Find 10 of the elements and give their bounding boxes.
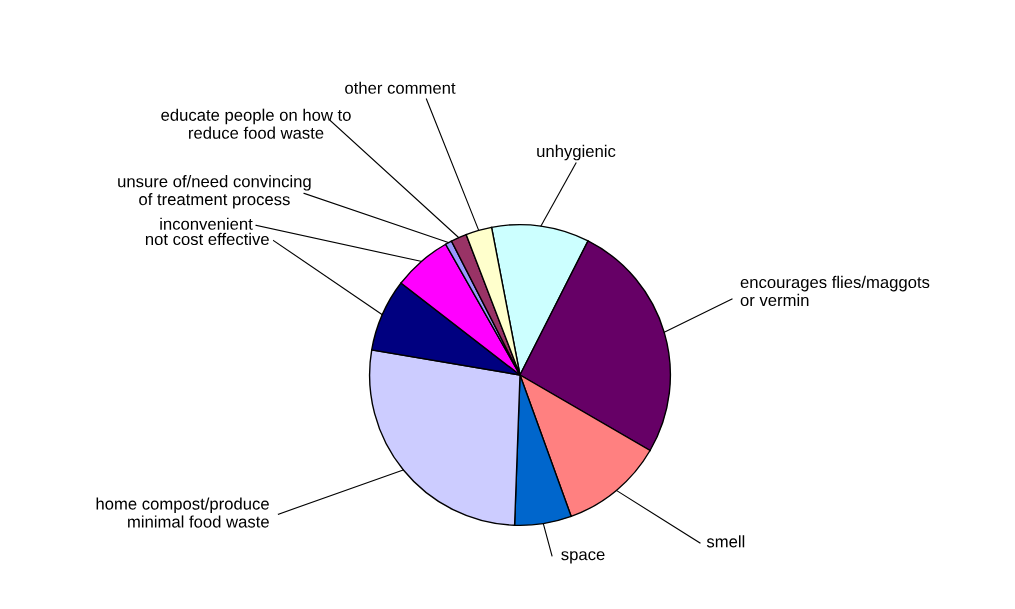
slice-label: other comment (345, 81, 456, 94)
slice-label: inconvenient (160, 217, 253, 230)
slice-label: home compost/produce minimal food waste (96, 497, 269, 528)
slice-label: unsure of/need convincing of treatment process (118, 175, 311, 209)
slice-label: unhygienic (537, 144, 616, 161)
slice-label: encourages flies/maggots or vermin (740, 275, 930, 307)
slice-label: space (561, 551, 605, 564)
slice-label: educate people on how to reduce food waste (161, 108, 351, 139)
slice-label: not cost effective (145, 232, 269, 246)
slice-label: smell (706, 535, 745, 548)
